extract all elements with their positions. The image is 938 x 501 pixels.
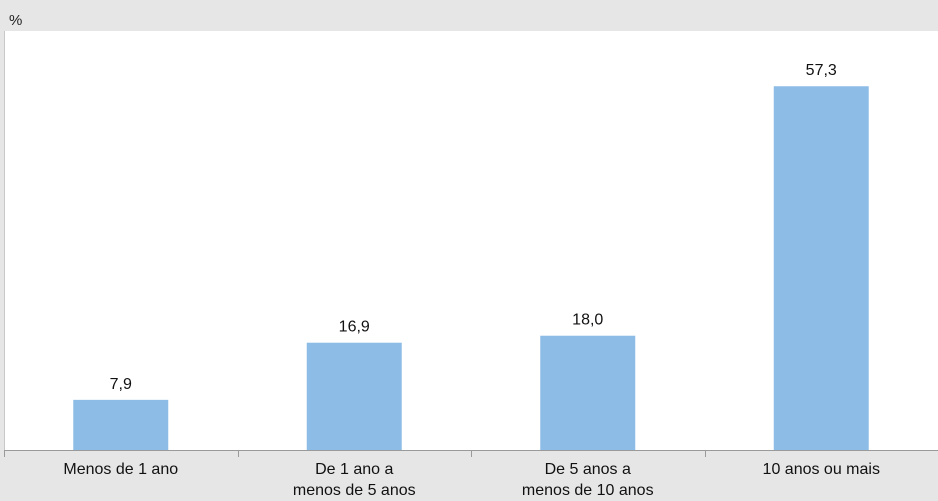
bar [773, 86, 869, 451]
category-label-line: De 5 anos a [545, 461, 631, 478]
category-label: Menos de 1 ano [63, 461, 178, 478]
category-label-line: menos de 5 anos [293, 482, 416, 499]
category-label-line: Menos de 1 ano [63, 461, 178, 478]
category-label-line: 10 anos ou mais [763, 461, 880, 478]
category-label: 10 anos ou mais [763, 461, 880, 478]
y-unit-label: % [9, 12, 22, 29]
bar [73, 399, 169, 450]
bar [306, 342, 402, 450]
category-label-line: De 1 ano a [315, 461, 393, 478]
data-label: 57,3 [806, 62, 837, 79]
data-label: 16,9 [339, 319, 370, 336]
data-label: 7,9 [110, 376, 132, 393]
bar [540, 335, 636, 450]
category-label: De 5 anos a menos de 10 anos [522, 461, 654, 499]
data-label: 18,0 [572, 312, 603, 329]
category-label: De 1 ano a menos de 5 anos [293, 461, 416, 499]
category-label-line: menos de 10 anos [522, 482, 654, 499]
